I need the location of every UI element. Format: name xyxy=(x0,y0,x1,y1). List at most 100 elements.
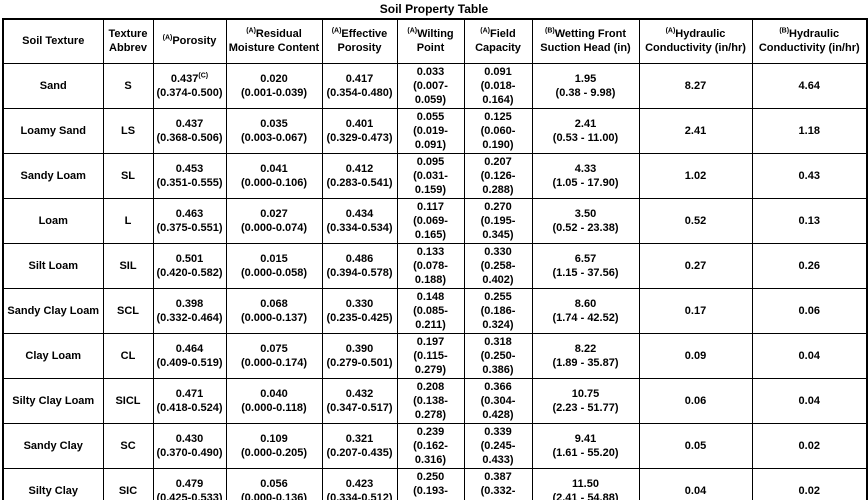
texture-abbrev-cell: CL xyxy=(102,332,154,379)
range-value: (0.031-0.159) xyxy=(413,169,448,196)
value-cell: 8.60 (1.74 - 42.52) xyxy=(531,287,640,334)
mean-value: 0.437 xyxy=(175,117,204,130)
value-cell: 1.95 (0.38 - 9.98) xyxy=(531,62,640,109)
column-header-soil-texture: Soil Texture xyxy=(2,18,104,64)
mean-value: 8.60 xyxy=(574,297,597,310)
value-cell: 0.321 (0.207-0.435) xyxy=(321,422,398,469)
range-value: (0.078-0.188) xyxy=(413,259,448,286)
mean-value: 6.57 xyxy=(574,252,597,265)
mean-value: 0.239 xyxy=(416,425,445,438)
mean-value: 0.109 xyxy=(260,432,288,445)
range-value: (0.186-0.324) xyxy=(480,304,516,331)
mean-value: 0.148 xyxy=(416,290,445,303)
range-value: (0.003-0.067) xyxy=(240,131,308,144)
range-value: (0.283-0.541) xyxy=(326,176,393,189)
value-cell: 0.486 (0.394-0.578) xyxy=(321,242,398,289)
column-header-line: (A)Wilting xyxy=(407,27,454,41)
value-cell: 0.398 (0.332-0.464) xyxy=(152,287,227,334)
mean-value: 0.095 xyxy=(416,155,445,168)
soil-texture-cell: Sandy Loam xyxy=(2,152,104,199)
hydraulic-conductivity-a-cell: 2.41 xyxy=(638,107,753,154)
table-row: Sandy Loam SL 0.453 (0.351-0.555) 0.041 (0.00… xyxy=(2,152,868,199)
range-value: (0.279-0.501) xyxy=(326,356,393,369)
range-value: (0.370-0.490) xyxy=(156,446,223,459)
mean-value: 0.486 xyxy=(345,252,374,265)
header-row: Soil Texture Texture Abbrev (A)Porosity (A)R… xyxy=(2,18,868,64)
column-header-wilting-point: (A)Wilting Point xyxy=(396,18,465,64)
texture-abbrev-cell: SCL xyxy=(102,287,154,334)
range-value: (0.018-0.164) xyxy=(480,79,516,106)
value-cell: 0.412 (0.283-0.541) xyxy=(321,152,398,199)
mean-value: 0.055 xyxy=(416,110,445,123)
texture-abbrev-cell: SIC xyxy=(102,467,154,500)
value-cell: 0.330 (0.258-0.402) xyxy=(463,242,533,289)
value-cell: 0.464 (0.409-0.519) xyxy=(152,332,227,379)
column-header-line: Texture xyxy=(108,28,148,41)
value-cell: 0.040 (0.000-0.118) xyxy=(225,377,323,424)
value-cell: 0.117 (0.069-0.165) xyxy=(396,197,465,244)
value-cell: 0.207 (0.126-0.288) xyxy=(463,152,533,199)
range-value: (0.53 - 11.00) xyxy=(552,131,619,144)
value-cell: 0.255 (0.186-0.324) xyxy=(463,287,533,334)
column-header-effective-porosity: (A)Effective Porosity xyxy=(321,18,398,64)
hydraulic-conductivity-b-cell: 0.04 xyxy=(751,377,868,424)
footnote-reference: (A) xyxy=(162,34,173,42)
range-value: (0.000-0.174) xyxy=(240,356,308,369)
range-value: (0.235-0.425) xyxy=(326,311,393,324)
value-cell: 0.109 (0.000-0.205) xyxy=(225,422,323,469)
column-header-line: Point xyxy=(416,42,445,55)
value-cell: 0.239 (0.162-0.316) xyxy=(396,422,465,469)
hydraulic-conductivity-b-cell: 0.13 xyxy=(751,197,868,244)
mean-value: 0.207 xyxy=(484,155,512,168)
hydraulic-conductivity-a-cell: 0.09 xyxy=(638,332,753,379)
range-value: (1.05 - 17.90) xyxy=(552,176,619,189)
column-header-line: (A)Residual xyxy=(246,27,302,41)
mean-value: 0.197 xyxy=(416,335,445,348)
range-value: (0.374-0.500) xyxy=(156,86,223,99)
hydraulic-conductivity-a-cell: 1.02 xyxy=(638,152,753,199)
value-cell: 0.041 (0.000-0.106) xyxy=(225,152,323,199)
range-value: (1.89 - 35.87) xyxy=(552,356,619,369)
range-value: (0.347-0.517) xyxy=(326,401,393,414)
table-row: Sandy Clay Loam SCL 0.398 (0.332-0.464) 0.06… xyxy=(2,287,868,334)
range-value: (0.375-0.551) xyxy=(156,221,223,234)
range-value: (0.420-0.582) xyxy=(156,266,223,279)
table-row: Loamy Sand LS 0.437 (0.368-0.506) 0.035 (0.00… xyxy=(2,107,868,154)
mean-value: 0.430 xyxy=(175,432,204,445)
mean-value: 0.339 xyxy=(484,425,512,438)
table-row: Loam L 0.463 (0.375-0.551) 0.027 (0.000-0.074… xyxy=(2,197,868,244)
value-cell: 4.33 (1.05 - 17.90) xyxy=(531,152,640,199)
mean-value: 2.41 xyxy=(574,117,597,130)
table-row: Silty Clay SIC 0.479 (0.425-0.533) 0.056 (0.0… xyxy=(2,467,868,500)
mean-value: 0.020 xyxy=(260,72,288,85)
range-value: (0.000-0.074) xyxy=(240,221,308,234)
range-value: (1.15 - 37.56) xyxy=(552,266,619,279)
hydraulic-conductivity-b-cell: 0.04 xyxy=(751,332,868,379)
range-value: (0.38 - 9.98) xyxy=(555,86,616,99)
range-value: (0.250-0.386) xyxy=(480,349,516,376)
value-cell: 0.068 (0.000-0.137) xyxy=(225,287,323,334)
table-row: Sandy Clay SC 0.430 (0.370-0.490) 0.109 (0.00… xyxy=(2,422,868,469)
soil-texture-cell: Clay Loam xyxy=(2,332,104,379)
value-cell: 0.417 (0.354-0.480) xyxy=(321,62,398,109)
value-cell: 0.055 (0.019-0.091) xyxy=(396,107,465,154)
hydraulic-conductivity-a-cell: 0.27 xyxy=(638,242,753,289)
column-header-line: Suction Head (in) xyxy=(540,42,631,55)
value-cell: 0.390 (0.279-0.501) xyxy=(321,332,398,379)
column-header-porosity: (A)Porosity xyxy=(152,18,227,64)
range-value: (0.162-0.316) xyxy=(413,439,448,466)
column-header-texture-abbrev: Texture Abbrev xyxy=(102,18,154,64)
range-value: (0.126-0.288) xyxy=(480,169,516,196)
value-cell: 0.133 (0.078-0.188) xyxy=(396,242,465,289)
mean-value: 0.250 xyxy=(416,470,445,483)
range-value: (0.334-0.534) xyxy=(326,221,393,234)
hydraulic-conductivity-a-cell: 0.06 xyxy=(638,377,753,424)
mean-value: 8.22 xyxy=(574,342,597,355)
mean-value: 0.366 xyxy=(484,380,512,393)
hydraulic-conductivity-b-cell: 0.43 xyxy=(751,152,868,199)
value-cell: 0.501 (0.420-0.582) xyxy=(152,242,227,289)
footnote-reference: (A) xyxy=(407,27,418,35)
mean-value: 0.464 xyxy=(175,342,204,355)
mean-value: 9.41 xyxy=(574,432,597,445)
mean-value: 0.501 xyxy=(175,252,204,265)
